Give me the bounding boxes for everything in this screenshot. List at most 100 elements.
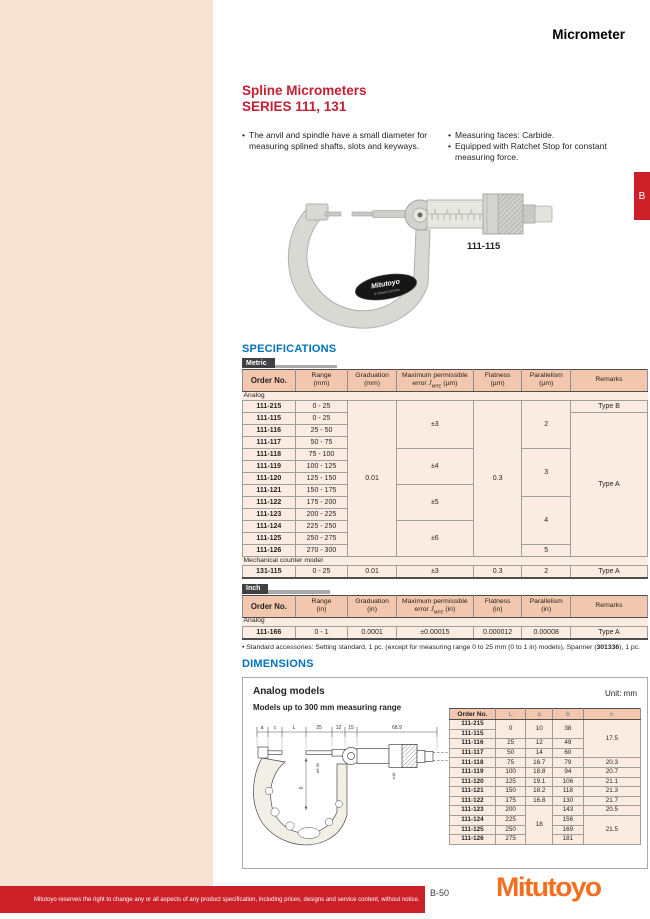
cell-order: 111-122 — [449, 795, 496, 807]
counter-section-row: Mechanical counter model — [242, 555, 648, 566]
spec-header-row: Order No. Range (mm) Graduation (mm) Maxim… — [242, 369, 648, 392]
cell-range: 75 - 100 — [294, 447, 349, 461]
cell-order: 111-116 — [242, 423, 296, 437]
cell-a: 14 — [525, 747, 554, 759]
col-flatness: Flatness (µm) — [472, 369, 523, 392]
cell-order: 111-119 — [242, 459, 296, 473]
page-header-title: Micrometer — [552, 27, 625, 42]
accessories-footnote: • Standard accessories: Setting standard… — [242, 643, 640, 651]
cell-range: 125 - 150 — [294, 471, 349, 485]
col-range: Range (mm) — [294, 369, 349, 392]
bullet-item: Measuring faces: Carbide. — [448, 130, 646, 141]
cell-remark: Type A — [570, 625, 648, 640]
cell-range: 175 - 200 — [294, 495, 349, 509]
cell-range: 100 - 125 — [294, 459, 349, 473]
cell-L: 175 — [494, 795, 527, 807]
drawing-frame — [253, 757, 348, 846]
dimensions-subtitle: Models up to 300 mm measuring range — [253, 703, 402, 712]
cell-parallelism: 4 — [521, 495, 571, 545]
cell-graduation: 0.0001 — [347, 625, 397, 640]
cell-parallelism: 2 — [521, 564, 571, 579]
cell-range: 200 - 225 — [294, 507, 349, 521]
col-order: Order No. — [242, 594, 296, 618]
cell-order: 131-115 — [242, 564, 296, 579]
dim-label-L: L — [293, 725, 296, 731]
cell-L: 150 — [494, 786, 527, 797]
dim-label-a: a — [261, 725, 264, 731]
cell-graduation: 0.01 — [347, 564, 397, 579]
cell-remark: Type B — [570, 399, 648, 413]
cell-a: 10 — [525, 718, 554, 740]
cell-order: 111-120 — [242, 471, 296, 485]
footer-disclaimer-text: Mitutoyo reserves the right to change an… — [34, 896, 420, 903]
cell-remark: Type A — [570, 564, 648, 579]
cell-range: 50 - 75 — [294, 435, 349, 449]
dim-label-25: 25 — [316, 725, 322, 731]
col-order: Order No. — [242, 369, 296, 392]
specifications-heading: SPECIFICATIONS — [242, 343, 337, 355]
spec-row: 111-124 225 - 250 ±6 — [242, 519, 648, 557]
cell-L: 275 — [494, 834, 527, 845]
cell-c: 21.5 — [582, 814, 642, 845]
cell-c: 20.7 — [582, 766, 642, 778]
cell-order: 111-125 — [449, 824, 496, 836]
cell-remark: Type A — [570, 411, 648, 557]
tab-strip — [274, 364, 337, 368]
dims-header-row: Order No. L a b c — [449, 708, 642, 720]
cell-order: 111-122 — [242, 495, 296, 509]
mitutoyo-logo: Mitutoyo — [496, 872, 602, 902]
metric-tab: Metric — [242, 358, 648, 368]
col-remarks: Remarks — [570, 594, 648, 618]
cell-b: 181 — [552, 834, 584, 845]
cell-order: 111-125 — [242, 531, 296, 545]
dims-row: 111-122 175 16.8 130 21.7 — [449, 795, 642, 807]
counter-label: Mechanical counter model — [242, 555, 648, 566]
dim-label-12: 12 — [336, 725, 342, 731]
cell-b: 38 — [552, 718, 584, 740]
dim-label-b: b — [299, 786, 305, 789]
spec-header-row: Order No. Range (in) Graduation (in) Maxim… — [242, 594, 648, 618]
cell-c: 21.3 — [582, 786, 642, 797]
spec-row: 111-122 175 - 200 4 — [242, 495, 648, 545]
col-parallelism: Parallelism (in) — [521, 594, 571, 618]
dims-row: 111-120 125 19.1 106 21.1 — [449, 776, 642, 788]
cell-order: 111-117 — [242, 435, 296, 449]
spec-row: 131-115 0 - 25 0.01 ±3 0.3 2 Type A — [242, 564, 648, 579]
feature-bullets: The anvil and spindle have a small diame… — [242, 130, 646, 163]
cell-range: 0 - 25 — [294, 399, 349, 413]
col-mpe: Maximum permissible error JMPE (µm) — [395, 369, 474, 392]
cell-L: 75 — [494, 757, 527, 768]
product-photo-micrometer: Mitutoyo 0-25mm 0.01mm 111-115 — [287, 193, 553, 329]
dims-row: 111-118 75 16.7 79 20.3 — [449, 757, 642, 768]
product-model-label: 111-115 — [467, 241, 501, 252]
cell-c: 17.5 — [582, 718, 642, 759]
cell-order: 111-126 — [242, 543, 296, 557]
analog-label: Analog — [242, 616, 648, 627]
cell-mpe: ±3 — [395, 399, 474, 449]
cell-range: 25 - 50 — [294, 423, 349, 437]
dim-label-689: 68.9 — [392, 725, 402, 731]
col-remarks: Remarks — [570, 369, 648, 392]
cell-parallelism: 3 — [521, 447, 571, 497]
cell-L: 50 — [494, 747, 527, 759]
col-graduation: Graduation (mm) — [347, 369, 397, 392]
cell-L: 225 — [494, 814, 527, 826]
spec-row: 111-121 150 - 175 ±5 — [242, 483, 648, 521]
cell-order: 111-123 — [242, 507, 296, 521]
cell-order: 111-121 — [242, 483, 296, 497]
dim-label-dia-spindle: ø6.35 — [315, 762, 320, 773]
col-c: c — [582, 708, 642, 720]
bullet-item: Equipped with Ratchet Stop for constant … — [448, 141, 646, 163]
cell-b: 79 — [552, 757, 584, 768]
col-order: Order No. — [449, 708, 496, 720]
cell-parallelism: 0.00008 — [521, 625, 571, 640]
feature-bullets-right: Measuring faces: Carbide. Equipped with … — [448, 130, 646, 163]
cell-b: 130 — [552, 795, 584, 807]
spec-row: 111-166 0 - 1 0.0001 ±0.00015 0.000012 0… — [242, 625, 648, 640]
cell-L: 100 — [494, 766, 527, 778]
cell-parallelism: 5 — [521, 543, 571, 557]
cell-graduation: 0.01 — [347, 399, 397, 557]
micrometer-ratchet — [522, 204, 553, 224]
metric-tab-label: Metric — [242, 358, 275, 368]
